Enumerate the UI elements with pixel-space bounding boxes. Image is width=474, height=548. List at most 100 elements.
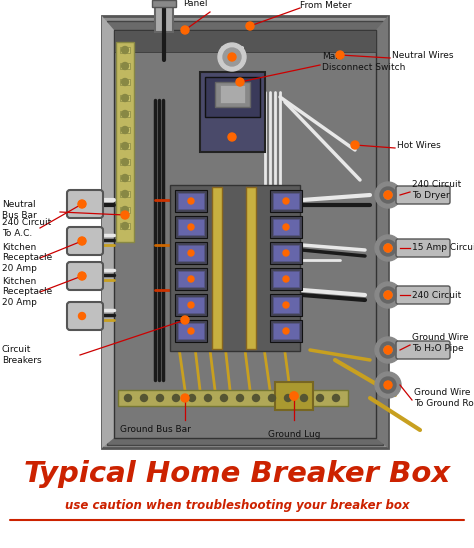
FancyBboxPatch shape (120, 95, 130, 101)
FancyBboxPatch shape (114, 30, 376, 52)
FancyBboxPatch shape (102, 16, 388, 448)
Circle shape (384, 191, 392, 199)
FancyBboxPatch shape (170, 185, 300, 351)
Circle shape (384, 191, 392, 198)
Text: Kitchen
Receptacle
20 Amp: Kitchen Receptacle 20 Amp (2, 277, 52, 307)
Circle shape (301, 395, 308, 402)
FancyBboxPatch shape (116, 42, 134, 242)
FancyBboxPatch shape (120, 143, 130, 149)
Circle shape (375, 372, 401, 398)
FancyBboxPatch shape (275, 382, 313, 410)
Text: From Meter: From Meter (300, 2, 352, 10)
Text: use caution when troubleshooting your breaker box: use caution when troubleshooting your br… (64, 499, 410, 512)
Circle shape (79, 312, 85, 319)
Circle shape (380, 240, 396, 256)
FancyBboxPatch shape (270, 190, 302, 212)
FancyBboxPatch shape (273, 245, 299, 261)
Text: Kitchen
Receptacle
20 Amp: Kitchen Receptacle 20 Amp (2, 243, 52, 273)
Circle shape (121, 191, 128, 197)
Text: Ground Wire
To H₂O Pipe: Ground Wire To H₂O Pipe (412, 333, 468, 353)
Circle shape (121, 78, 128, 85)
FancyBboxPatch shape (212, 187, 222, 349)
Circle shape (181, 26, 189, 34)
Circle shape (188, 302, 194, 308)
FancyBboxPatch shape (120, 47, 130, 53)
Text: Ground Wire
To Ground Rod: Ground Wire To Ground Rod (414, 389, 474, 408)
FancyBboxPatch shape (118, 390, 348, 406)
FancyBboxPatch shape (273, 219, 299, 235)
Circle shape (237, 395, 244, 402)
Circle shape (290, 392, 298, 400)
Circle shape (140, 395, 147, 402)
Circle shape (121, 111, 128, 117)
Circle shape (384, 346, 392, 354)
Text: 15 Amp Circuit: 15 Amp Circuit (412, 243, 474, 253)
Circle shape (283, 224, 289, 230)
FancyBboxPatch shape (200, 72, 265, 152)
FancyBboxPatch shape (178, 297, 204, 313)
FancyBboxPatch shape (107, 21, 383, 445)
Text: 240 Circuit: 240 Circuit (412, 290, 461, 300)
Circle shape (121, 207, 128, 214)
Circle shape (125, 395, 131, 402)
FancyBboxPatch shape (273, 193, 299, 209)
Text: 240 Circuit
To Dryer: 240 Circuit To Dryer (412, 180, 461, 199)
Circle shape (218, 43, 246, 71)
FancyBboxPatch shape (67, 302, 103, 330)
Circle shape (384, 381, 392, 389)
Circle shape (78, 237, 86, 245)
Circle shape (351, 141, 359, 149)
FancyBboxPatch shape (270, 268, 302, 290)
Circle shape (290, 392, 298, 400)
Circle shape (317, 395, 323, 402)
Circle shape (375, 235, 401, 261)
FancyBboxPatch shape (273, 271, 299, 287)
FancyBboxPatch shape (205, 77, 260, 117)
Circle shape (384, 291, 392, 299)
Circle shape (253, 395, 259, 402)
Circle shape (121, 94, 128, 101)
FancyBboxPatch shape (178, 245, 204, 261)
FancyBboxPatch shape (152, 0, 176, 7)
FancyBboxPatch shape (67, 190, 103, 218)
Circle shape (173, 395, 180, 402)
Circle shape (384, 346, 392, 354)
FancyBboxPatch shape (178, 323, 204, 339)
Circle shape (375, 282, 401, 308)
Circle shape (375, 182, 401, 208)
Circle shape (284, 395, 292, 402)
Circle shape (283, 302, 289, 308)
Circle shape (121, 211, 129, 219)
Text: Ground Bus Bar: Ground Bus Bar (119, 425, 191, 434)
Circle shape (380, 377, 396, 393)
Circle shape (236, 78, 244, 86)
FancyBboxPatch shape (175, 268, 207, 290)
Circle shape (223, 48, 241, 66)
FancyBboxPatch shape (120, 79, 130, 85)
Text: Ground Lug: Ground Lug (268, 430, 320, 439)
FancyBboxPatch shape (178, 219, 204, 235)
FancyBboxPatch shape (270, 294, 302, 316)
FancyBboxPatch shape (175, 294, 207, 316)
FancyBboxPatch shape (215, 82, 250, 107)
Circle shape (384, 244, 392, 252)
Text: Replacement
Panel: Replacement Panel (165, 0, 225, 8)
Circle shape (228, 53, 236, 61)
Text: Typical Home Breaker Box: Typical Home Breaker Box (24, 460, 450, 488)
Circle shape (380, 187, 396, 203)
Circle shape (332, 395, 339, 402)
FancyBboxPatch shape (120, 111, 130, 117)
Circle shape (181, 394, 189, 402)
Circle shape (384, 244, 392, 252)
Circle shape (156, 395, 164, 402)
FancyBboxPatch shape (396, 341, 450, 359)
FancyBboxPatch shape (120, 191, 130, 197)
FancyBboxPatch shape (114, 30, 376, 438)
FancyBboxPatch shape (396, 186, 450, 204)
Polygon shape (102, 16, 114, 448)
Circle shape (188, 250, 194, 256)
Circle shape (78, 272, 86, 280)
Circle shape (188, 276, 194, 282)
Circle shape (78, 200, 86, 208)
Circle shape (121, 127, 128, 134)
